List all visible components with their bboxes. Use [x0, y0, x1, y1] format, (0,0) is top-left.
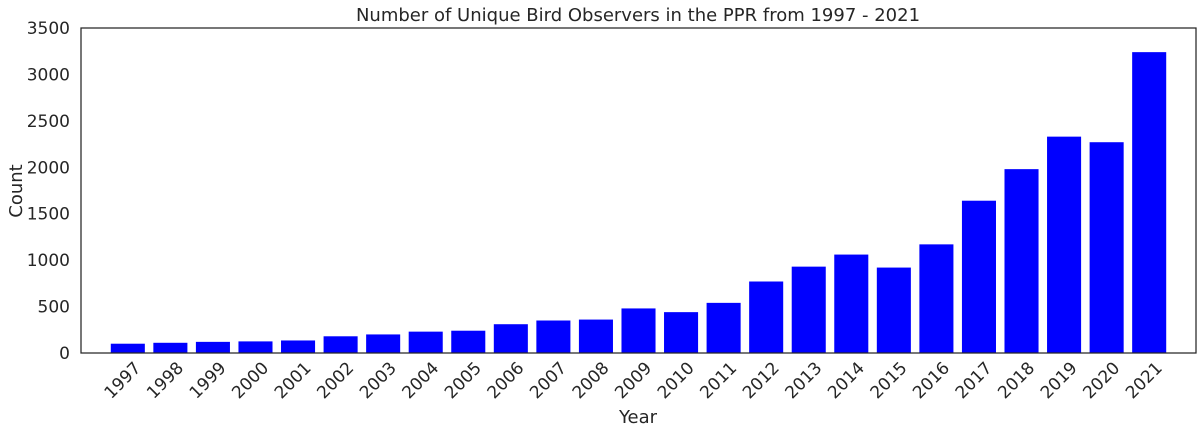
bar-1997 [110, 343, 145, 353]
bar-2021 [1132, 52, 1167, 353]
x-tick-label: 2018 [994, 358, 1039, 403]
y-tick-label: 1000 [27, 251, 70, 271]
y-tick-label: 3500 [27, 19, 70, 39]
bars-group [110, 52, 1167, 353]
x-tick-label: 2013 [782, 358, 827, 403]
x-tick-label: 1998 [143, 358, 188, 403]
x-tick-label: 2001 [271, 358, 316, 403]
x-tick-label: 2007 [526, 358, 571, 403]
x-tick-label: 2011 [696, 358, 741, 403]
x-tick-label: 2014 [824, 358, 869, 403]
y-axis-title: Count [6, 164, 27, 217]
bar-2010 [664, 312, 699, 353]
x-tick-label: 1999 [186, 358, 231, 403]
chart-title: Number of Unique Bird Observers in the P… [356, 5, 920, 26]
bar-2012 [749, 281, 784, 353]
x-tick-label: 2017 [952, 358, 997, 403]
x-tick-label: 2008 [569, 358, 614, 403]
bar-2003 [366, 334, 401, 353]
x-tick-label: 1997 [101, 358, 146, 403]
bar-2017 [961, 200, 996, 353]
x-tick-label: 2016 [909, 358, 954, 403]
bar-2013 [791, 266, 826, 353]
bar-1998 [153, 342, 188, 353]
bar-2004 [408, 331, 443, 353]
bar-2011 [706, 302, 741, 353]
bar-2016 [919, 244, 954, 353]
bar-2002 [323, 336, 358, 353]
bar-1999 [195, 341, 230, 353]
y-tick-label: 1500 [27, 205, 70, 225]
bar-2015 [876, 267, 911, 353]
bar-2000 [238, 341, 273, 353]
x-tick-label: 2021 [1122, 358, 1167, 403]
x-axis-ticks: 1997199819992000200120022003200420052006… [101, 358, 1167, 403]
x-tick-label: 2010 [654, 358, 699, 403]
x-tick-label: 2015 [867, 358, 912, 403]
bar-2001 [281, 340, 316, 353]
x-tick-label: 2020 [1079, 358, 1124, 403]
y-tick-label: 0 [59, 344, 70, 364]
plot-frame [80, 27, 1197, 354]
x-tick-label: 2005 [441, 358, 486, 403]
x-tick-label: 2012 [739, 358, 784, 403]
x-tick-label: 2000 [228, 358, 273, 403]
y-tick-label: 2500 [27, 112, 70, 132]
y-tick-label: 500 [38, 298, 70, 318]
x-tick-label: 2006 [484, 358, 529, 403]
bar-2007 [536, 320, 571, 353]
x-axis-title: Year [618, 407, 658, 428]
bar-2006 [493, 324, 528, 353]
bar-2005 [451, 330, 486, 353]
bar-2018 [1004, 169, 1039, 353]
x-tick-label: 2002 [313, 358, 358, 403]
bar-2014 [834, 254, 869, 353]
bar-2019 [1047, 136, 1082, 353]
bar-2020 [1089, 142, 1124, 353]
x-tick-label: 2019 [1037, 358, 1082, 403]
y-tick-label: 2000 [27, 158, 70, 178]
y-axis-ticks: 0 500 1000 1500 2000 2500 3000 3500 [27, 19, 70, 364]
x-tick-label: 2004 [399, 358, 444, 403]
y-tick-label: 3000 [27, 65, 70, 85]
x-tick-label: 2009 [611, 358, 656, 403]
bar-2009 [621, 308, 656, 353]
x-tick-label: 2003 [356, 358, 401, 403]
bar-2008 [578, 319, 613, 353]
